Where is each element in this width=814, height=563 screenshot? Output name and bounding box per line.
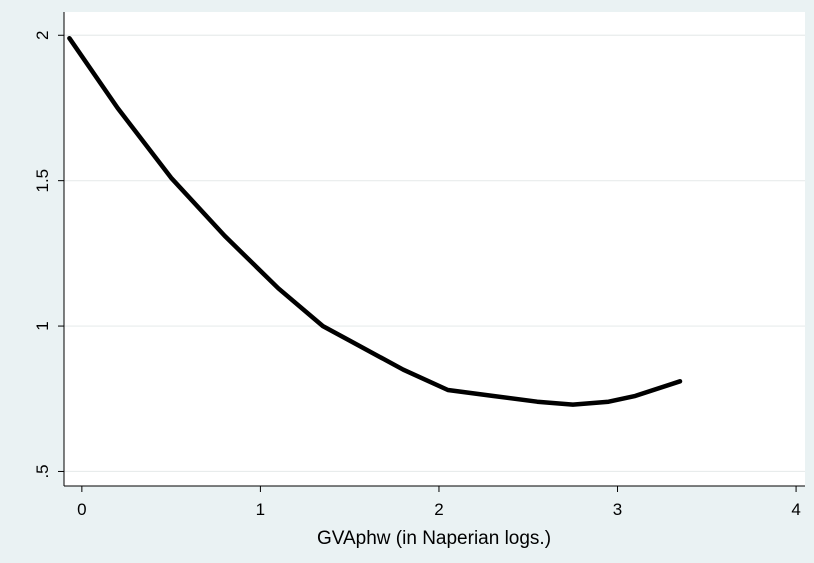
- y-tick-label: 1.5: [33, 169, 52, 193]
- y-axis-ticks: .5 1 1.5 2: [33, 31, 64, 479]
- y-tick-label: .5: [33, 464, 52, 478]
- x-axis-label: GVAphw (in Naperian logs.): [317, 528, 551, 549]
- x-tick-label: 1: [256, 500, 265, 519]
- series: [67, 35, 683, 407]
- x-tick-label: 3: [613, 500, 622, 519]
- x-tick-label: 2: [434, 500, 443, 519]
- series-line: [67, 35, 683, 407]
- x-tick-label: 0: [77, 500, 86, 519]
- plot-area: [64, 12, 805, 486]
- x-axis-ticks: 0 1 2 3 4: [77, 486, 801, 519]
- y-tick-label: 2: [33, 31, 52, 40]
- grid: [64, 34, 805, 473]
- x-tick-label: 4: [791, 500, 800, 519]
- y-tick-label: 1: [33, 321, 52, 330]
